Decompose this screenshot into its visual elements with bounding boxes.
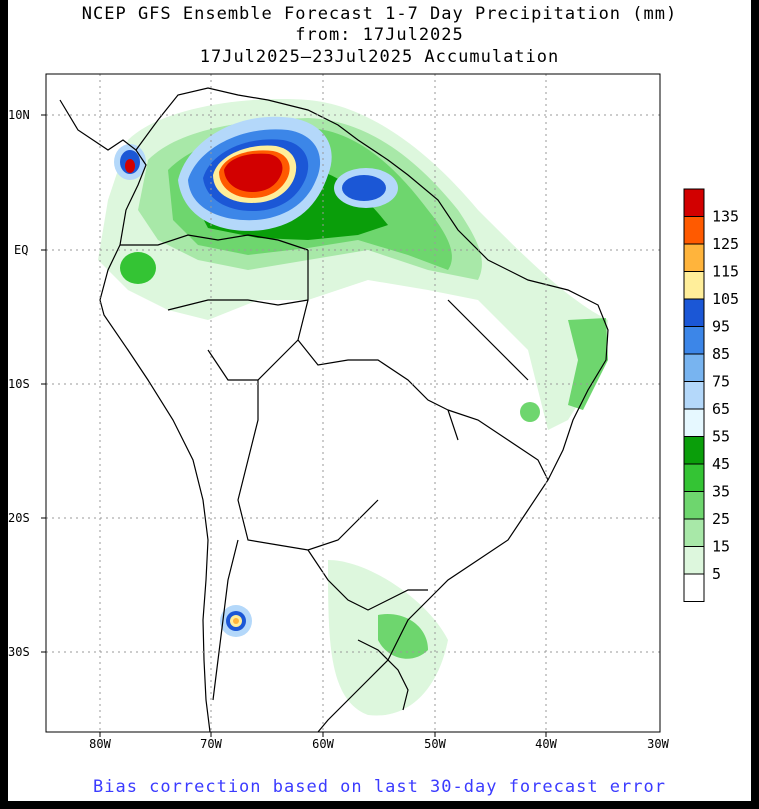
coastlines bbox=[59, 87, 609, 732]
legend-label: 15 bbox=[712, 538, 730, 556]
legend-swatch bbox=[683, 518, 705, 547]
precip-field bbox=[59, 87, 609, 732]
footer-note: Bias correction based on last 30-day for… bbox=[93, 777, 666, 797]
precip-ecuador bbox=[120, 252, 156, 284]
legend-swatch bbox=[683, 436, 705, 465]
lon-label-80w: 80W bbox=[89, 737, 111, 751]
legend-swatch bbox=[683, 271, 705, 300]
legend-swatch bbox=[683, 408, 705, 437]
legend-swatch bbox=[683, 353, 705, 382]
legend-swatch bbox=[683, 381, 705, 410]
legend-label: 65 bbox=[712, 400, 730, 418]
lon-label-30w: 30W bbox=[647, 737, 669, 751]
legend-swatch bbox=[683, 491, 705, 520]
title-line-1: NCEP GFS Ensemble Forecast 1-7 Day Preci… bbox=[81, 4, 678, 24]
legend-label: 25 bbox=[712, 510, 730, 528]
lat-ticks bbox=[41, 114, 46, 653]
map-frame bbox=[45, 73, 661, 733]
precip-map-svg: 10N EQ 10S 20S 30S 80W 70W 60W 50W 40W 3… bbox=[8, 73, 739, 751]
precip-central-spot bbox=[520, 402, 540, 422]
legend-label: 125 bbox=[712, 235, 739, 253]
grid-lines bbox=[46, 74, 660, 732]
lat-label-10s: 10S bbox=[8, 377, 30, 391]
lon-label-40w: 40W bbox=[535, 737, 557, 751]
legend-label: 95 bbox=[712, 318, 730, 336]
title-line-3: 17Jul2025–23Jul2025 Accumulation bbox=[199, 47, 560, 67]
legend-swatch bbox=[683, 188, 705, 217]
legend-label: 45 bbox=[712, 455, 730, 473]
lon-ticks bbox=[99, 732, 547, 737]
legend-swatch bbox=[683, 573, 705, 602]
legend-swatch bbox=[683, 463, 705, 492]
precip-south-25 bbox=[378, 614, 428, 659]
map-figure: NCEP GFS Ensemble Forecast 1-7 Day Preci… bbox=[8, 0, 751, 801]
legend-label: 35 bbox=[712, 483, 730, 501]
legend-label: 105 bbox=[712, 290, 739, 308]
title-line-2: from: 17Jul2025 bbox=[295, 25, 464, 45]
legend-label: 55 bbox=[712, 428, 730, 446]
legend-swatch bbox=[683, 546, 705, 575]
precip-guianas-95 bbox=[342, 175, 386, 201]
legend-label: 115 bbox=[712, 263, 739, 281]
precip-135-core bbox=[224, 153, 283, 192]
legend-swatch bbox=[683, 298, 705, 327]
legend-label: 85 bbox=[712, 345, 730, 363]
color-legend: 135 125 115 105 95 85 75 65 55 45 35 25 15 5 bbox=[683, 188, 739, 602]
lat-label-20s: 20S bbox=[8, 511, 30, 525]
lon-label-50w: 50W bbox=[424, 737, 446, 751]
legend-swatch bbox=[683, 243, 705, 272]
legend-label: 135 bbox=[712, 208, 739, 226]
legend-swatch bbox=[683, 216, 705, 245]
precip-argentina-115 bbox=[233, 618, 239, 624]
legend-swatch bbox=[683, 326, 705, 355]
lon-label-70w: 70W bbox=[200, 737, 222, 751]
lat-label-30s: 30S bbox=[8, 645, 30, 659]
lat-label-eq: EQ bbox=[14, 243, 28, 257]
precip-ne-brazil bbox=[568, 318, 608, 410]
lon-label-60w: 60W bbox=[312, 737, 334, 751]
lat-label-10n: 10N bbox=[8, 108, 30, 122]
legend-label: 75 bbox=[712, 373, 730, 391]
legend-label: 5 bbox=[712, 565, 721, 583]
precip-pacific-135 bbox=[125, 159, 135, 173]
